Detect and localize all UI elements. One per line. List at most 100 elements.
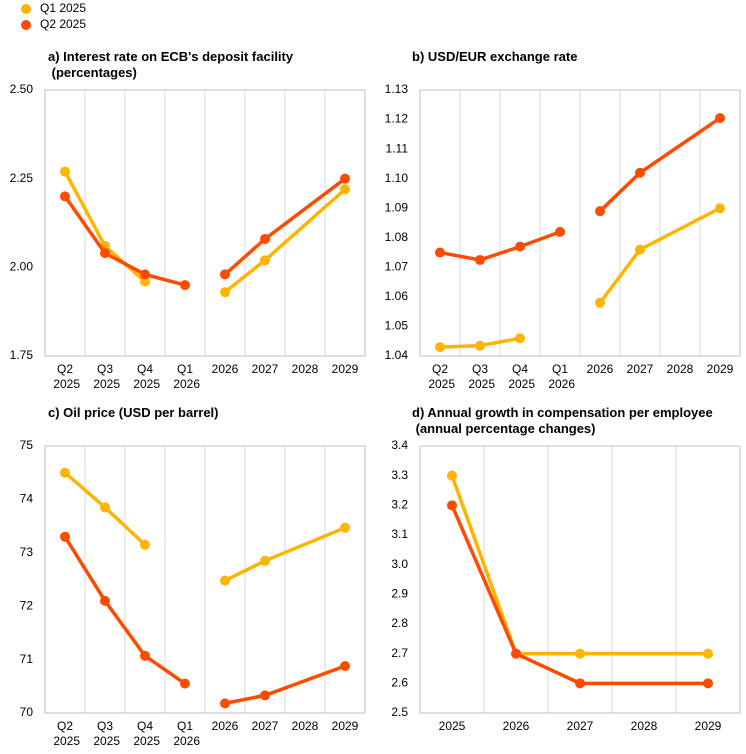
data-point [703,678,713,689]
data-point [715,113,725,124]
legend-label: Q1 2025 [40,1,86,15]
chart-title: b) USD/EUR exchange rate [412,49,577,64]
x-tick-label: Q4 2025 [505,362,535,391]
data-point [140,269,150,280]
chart-title: a) Interest rate on ECB's deposit facili… [48,49,294,80]
legend-label: Q2 2025 [40,17,86,31]
data-point [340,184,350,195]
data-point [60,191,70,202]
data-point [260,233,270,244]
series-line [63,170,147,283]
data-point [635,244,645,255]
y-tick-label: 1.07 [385,260,409,274]
plot-frame [44,445,366,714]
data-point [140,276,150,287]
x-tick-label: 2028 [667,362,694,376]
x-tick-label: Q4 2025 [130,362,160,391]
data-point [447,500,457,511]
y-tick-label: 3.2 [391,498,408,512]
data-point [60,166,70,177]
x-tick-label: 2026 [212,719,239,733]
x-tick-label: 2028 [631,719,658,733]
data-point [100,595,110,606]
x-tick-label: 2027 [252,719,279,733]
y-tick-label: 1.05 [385,319,409,333]
data-point [475,340,485,351]
x-tick-label: Q2 2025 [425,362,455,391]
y-tick-label: 3.4 [391,438,408,452]
data-point [60,467,70,478]
chart-title: c) Oil price (USD per barrel) [48,405,219,420]
y-tick-label: 71 [20,652,34,666]
data-point [435,247,445,258]
panel: b) USD/EUR exchange rate 1.04 1.05 1.06 1.07… [385,49,741,391]
data-point [220,698,230,709]
y-tick-label: 1.06 [385,289,409,303]
y-tick-label: 75 [20,438,34,452]
x-tick-label: Q1 2026 [545,362,575,391]
data-point [340,661,350,672]
y-tick-label: 1.08 [385,230,409,244]
panel: a) Interest rate on ECB's deposit facili… [10,49,366,391]
data-point [100,502,110,513]
data-point [340,522,350,533]
plot-frame [419,89,741,357]
data-point [140,539,150,550]
y-tick-label: 1.10 [385,171,409,185]
plot-frame [44,89,366,357]
y-tick-label: 1.04 [385,348,409,362]
data-point [435,342,445,353]
y-tick-label: 2.50 [10,82,34,96]
x-tick-label: Q3 2025 [90,362,120,391]
x-tick-label: 2026 [503,719,530,733]
y-tick-label: 1.13 [385,82,409,96]
y-tick-label: 3.1 [391,527,408,541]
data-point [575,678,585,689]
data-point [180,678,190,689]
series-line [439,230,561,262]
data-point [575,648,585,659]
data-point [260,690,270,701]
y-tick-label: 70 [20,705,34,719]
y-tick-label: 1.09 [385,200,409,214]
x-tick-label: 2027 [567,719,594,733]
data-point [220,575,230,586]
data-point [635,167,645,178]
data-point [447,470,457,481]
data-point [595,206,605,217]
panel: c) Oil price (USD per barrel) 70 71 72 73 74 7… [20,405,366,748]
x-tick-label: Q3 2025 [90,719,120,748]
x-tick-label: 2028 [292,719,319,733]
series-line [63,535,186,686]
data-point [340,173,350,184]
x-tick-label: Q3 2025 [465,362,495,391]
plot-frame [419,445,741,714]
data-point [260,555,270,566]
x-tick-label: 2029 [332,719,359,733]
x-tick-label: 2029 [707,362,734,376]
data-point [260,255,270,266]
y-tick-label: 3.0 [391,557,408,571]
legend-marker [21,20,31,30]
x-tick-label: Q2 2025 [50,362,80,391]
data-point [475,254,485,265]
y-tick-label: 2.9 [391,587,408,601]
data-point [703,648,713,659]
y-tick-label: 73 [20,545,34,559]
data-point [715,203,725,214]
data-point [511,648,521,659]
y-tick-label: 74 [20,492,34,506]
x-tick-label: Q2 2025 [50,719,80,748]
x-tick-label: 2026 [212,362,239,376]
panel: d) Annual growth in compensation per emp… [391,405,741,733]
y-tick-label: 3.3 [391,468,408,482]
data-point [515,241,525,252]
series-line [63,195,186,287]
data-point [220,269,230,280]
y-tick-label: 2.7 [391,646,408,660]
y-tick-label: 1.12 [385,112,409,126]
y-tick-label: 2.8 [391,616,408,630]
x-tick-label: 2029 [695,719,722,733]
x-tick-label: Q1 2026 [170,719,200,748]
